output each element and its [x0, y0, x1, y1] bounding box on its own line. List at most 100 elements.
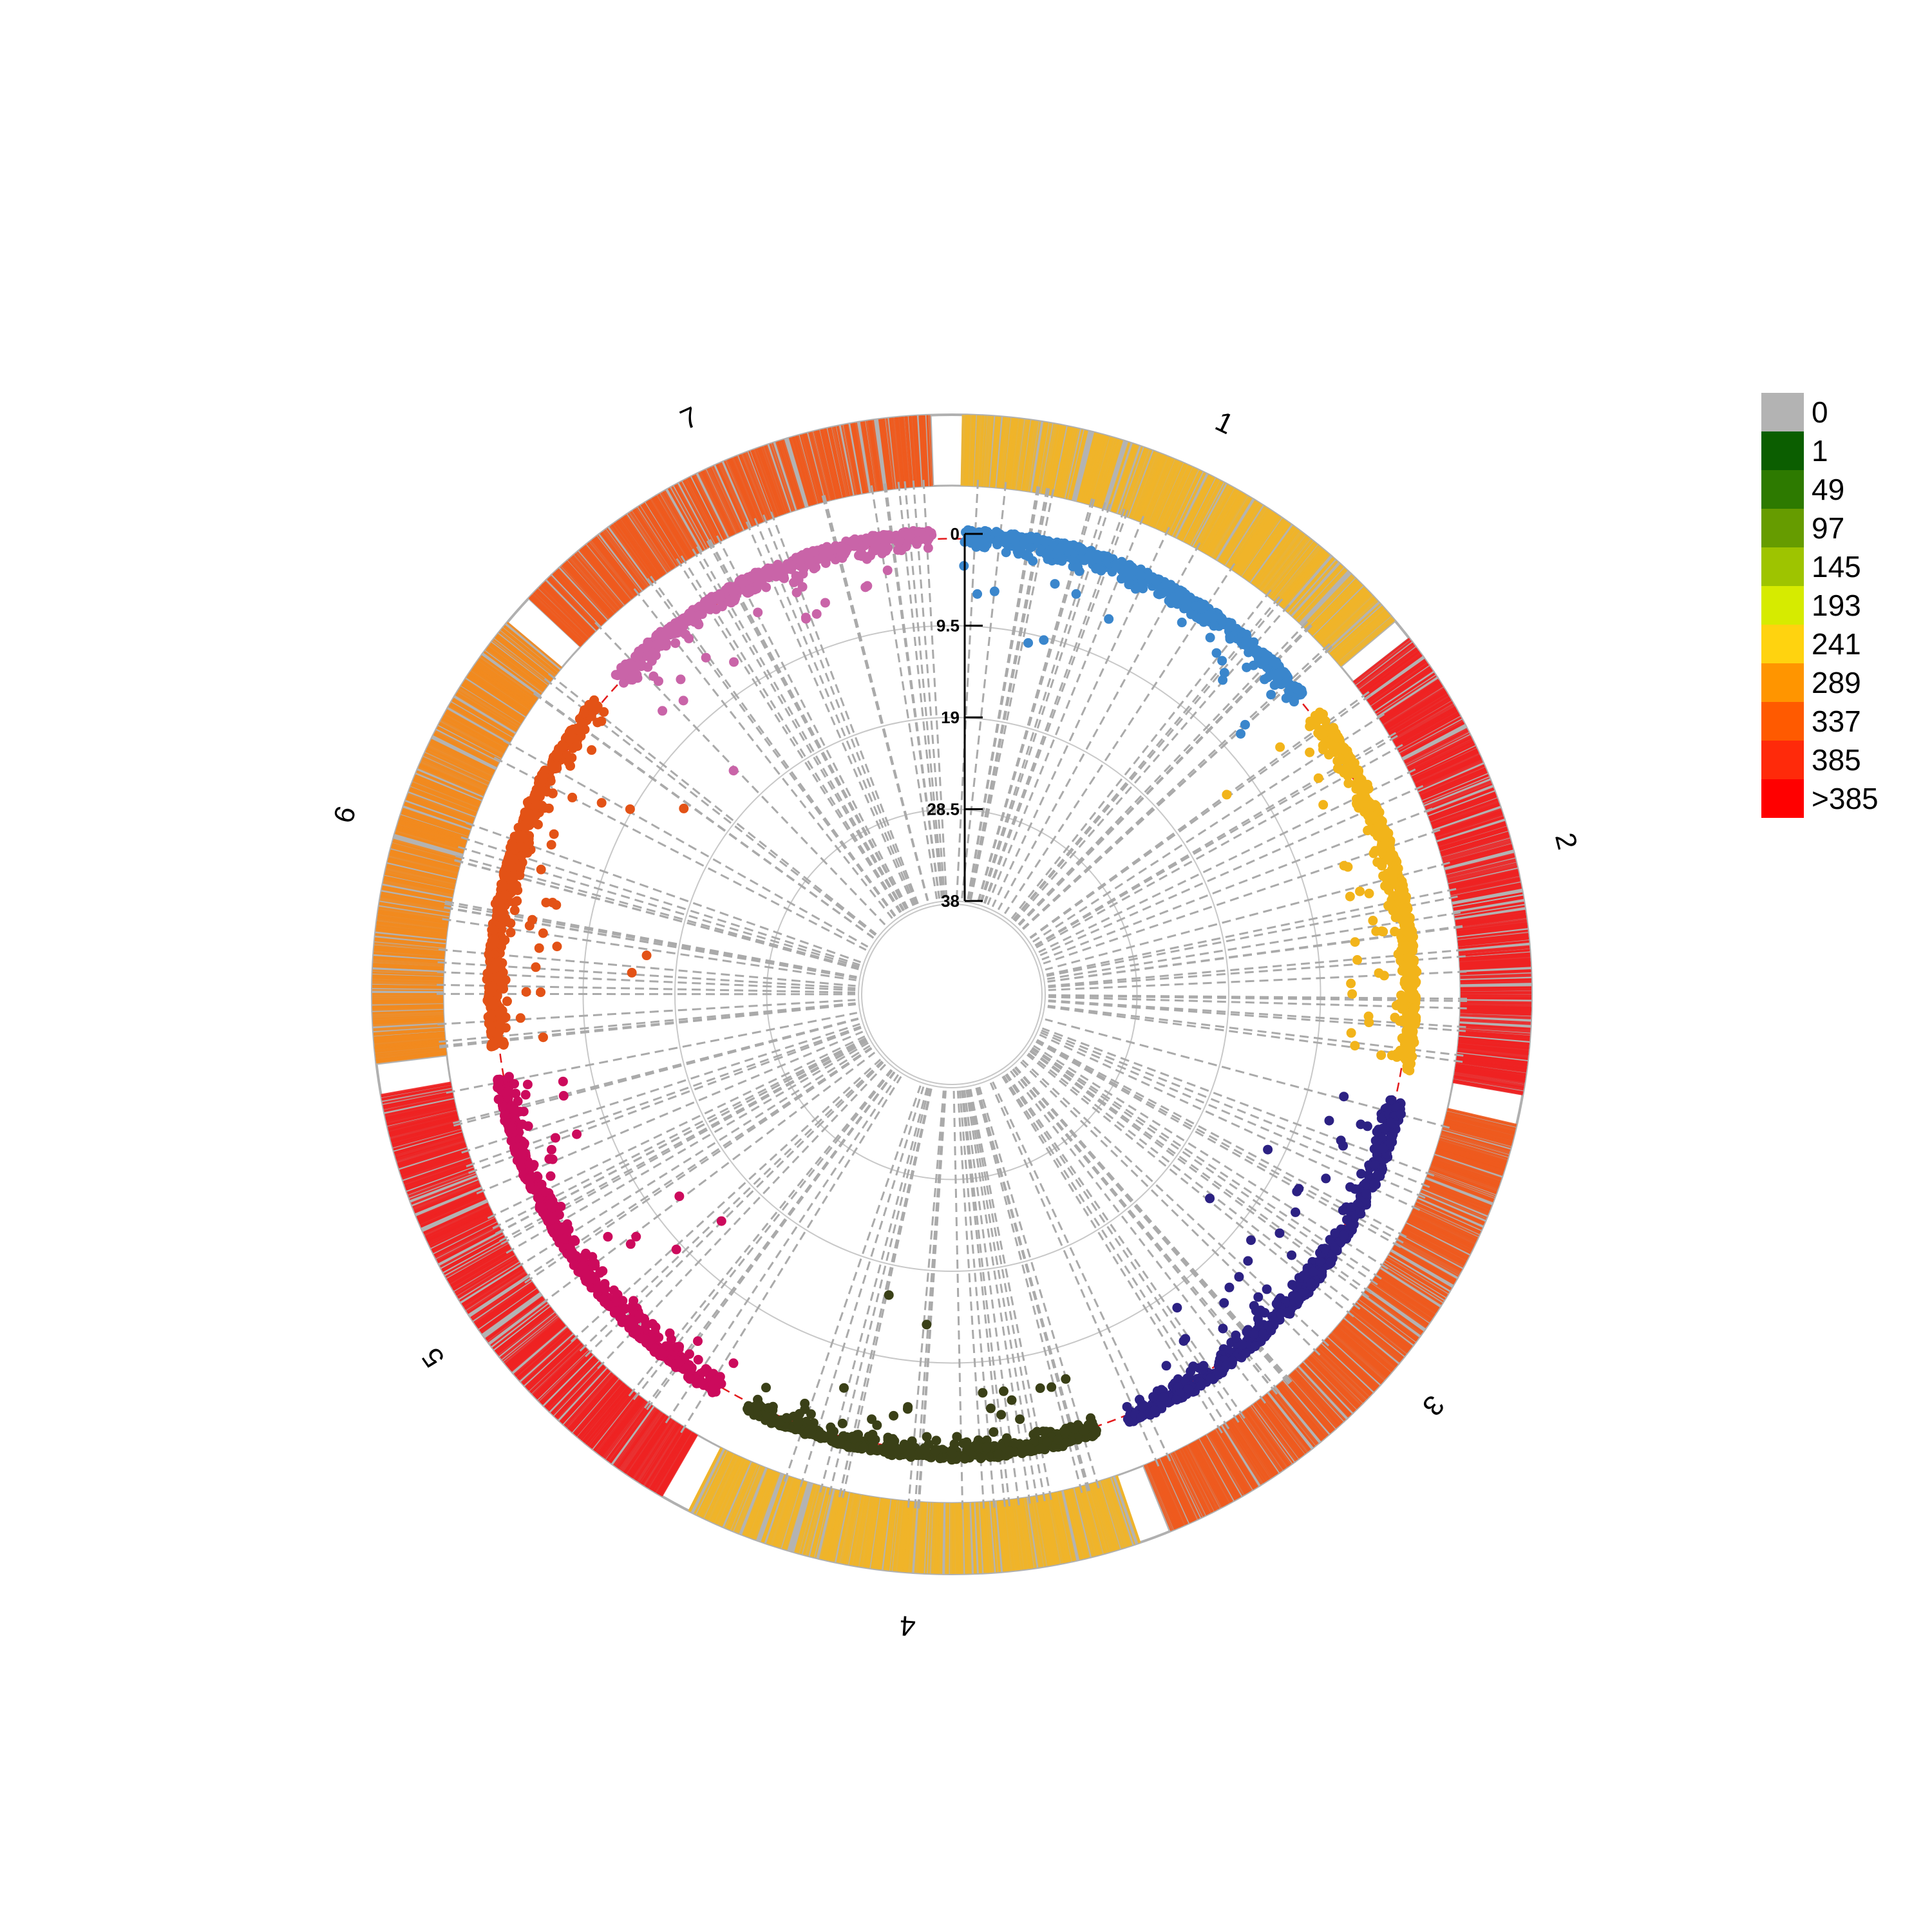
snp-point — [1340, 744, 1350, 755]
density-stripe — [687, 477, 722, 542]
snp-point — [1325, 1235, 1335, 1245]
density-stripe — [774, 1478, 799, 1547]
density-stripe — [850, 423, 866, 494]
density-stripe — [1340, 1321, 1396, 1368]
density-stripe — [375, 927, 447, 938]
snp-point — [1137, 1402, 1148, 1412]
density-stripe — [1423, 775, 1489, 804]
density-stripe — [684, 478, 719, 544]
snp-point — [1339, 1092, 1349, 1102]
density-stripe — [426, 748, 491, 781]
density-stripe — [379, 898, 450, 913]
density-stripe — [419, 1194, 485, 1225]
density-stripe — [793, 436, 815, 506]
density-stripe — [1352, 1305, 1410, 1351]
density-stripe — [1359, 648, 1418, 692]
density-stripe — [929, 415, 933, 486]
density-stripe — [978, 415, 985, 487]
density-stripe — [1331, 1331, 1386, 1381]
density-stripe — [905, 1501, 914, 1573]
density-stripe — [1276, 547, 1323, 603]
marker-line — [1048, 994, 1467, 1000]
density-stripe — [386, 1106, 457, 1125]
density-stripe — [1390, 701, 1454, 739]
marker-line — [522, 1046, 872, 1280]
density-stripe — [1318, 591, 1370, 643]
marker-line — [1030, 694, 1372, 939]
density-stripe — [532, 593, 585, 644]
snp-point — [1399, 906, 1410, 916]
density-stripe — [378, 909, 449, 922]
density-stripe — [701, 1453, 734, 1519]
density-stripe — [1410, 742, 1475, 775]
snp-point — [1206, 1373, 1216, 1383]
density-stripe — [392, 838, 462, 860]
density-stripe — [399, 1148, 468, 1172]
density-stripe — [1346, 1313, 1403, 1360]
density-stripe — [709, 467, 741, 533]
density-stripe — [701, 471, 734, 536]
density-stripe — [462, 681, 524, 722]
snp-point — [1391, 1000, 1401, 1010]
density-stripe — [459, 1262, 520, 1302]
density-stripe — [520, 1334, 575, 1383]
density-stripe — [1170, 470, 1203, 536]
density-stripe — [1355, 1303, 1412, 1348]
density-stripe — [464, 679, 526, 719]
density-stripe — [1175, 1450, 1208, 1515]
density-stripe — [1293, 1370, 1343, 1425]
density-stripe — [1446, 1109, 1517, 1128]
density-stripe — [1214, 497, 1253, 560]
density-stripe — [1131, 451, 1159, 520]
density-stripe — [430, 739, 495, 773]
density-stripe — [629, 1416, 670, 1477]
density-stripe — [1448, 866, 1518, 884]
density-stripe — [1292, 1371, 1341, 1426]
snp-point — [1156, 1385, 1166, 1395]
snp-point — [1188, 1361, 1198, 1372]
density-stripe — [1020, 1498, 1032, 1569]
density-stripe — [377, 913, 448, 925]
density-stripe — [1167, 1454, 1199, 1520]
density-stripe — [1206, 1434, 1244, 1496]
snp-point — [1400, 943, 1410, 954]
density-stripe — [600, 1399, 646, 1457]
density-stripe — [391, 843, 461, 865]
density-stripe — [425, 1206, 491, 1238]
marker-line — [500, 1040, 868, 1245]
marker-line — [439, 1002, 856, 1043]
density-stripe — [410, 786, 477, 814]
density-stripe — [1451, 882, 1521, 899]
density-stripe — [833, 1492, 849, 1562]
marker-line — [495, 1038, 867, 1235]
density-stripe — [609, 525, 653, 584]
density-stripe — [1045, 424, 1061, 495]
density-stripe — [1081, 433, 1103, 504]
density-stripe — [375, 1043, 446, 1052]
density-stripe — [1101, 1479, 1125, 1549]
density-stripe — [1445, 854, 1515, 874]
density-stripe — [1385, 691, 1447, 730]
snp-point — [1271, 1298, 1282, 1309]
density-stripe — [540, 583, 593, 636]
density-stripe — [516, 1330, 571, 1379]
density-stripe — [649, 498, 689, 561]
density-stripe — [388, 858, 458, 878]
density-stripe — [1335, 614, 1391, 662]
density-stripe — [1255, 529, 1300, 588]
snp-point — [1079, 555, 1090, 565]
density-stripe — [734, 456, 763, 524]
density-stripe — [1460, 978, 1531, 983]
density-stripe — [412, 780, 479, 808]
density-stripe — [1036, 422, 1049, 493]
density-stripe — [638, 506, 678, 567]
snp-point — [1182, 596, 1192, 606]
marker-line — [838, 1088, 932, 1498]
density-stripe — [1455, 1065, 1526, 1077]
density-stripe — [1016, 419, 1027, 490]
density-stripe — [567, 559, 616, 614]
density-stripe — [1238, 515, 1280, 575]
density-stripe — [720, 1461, 751, 1527]
marker-line — [437, 983, 856, 994]
density-stripe — [385, 1103, 455, 1120]
